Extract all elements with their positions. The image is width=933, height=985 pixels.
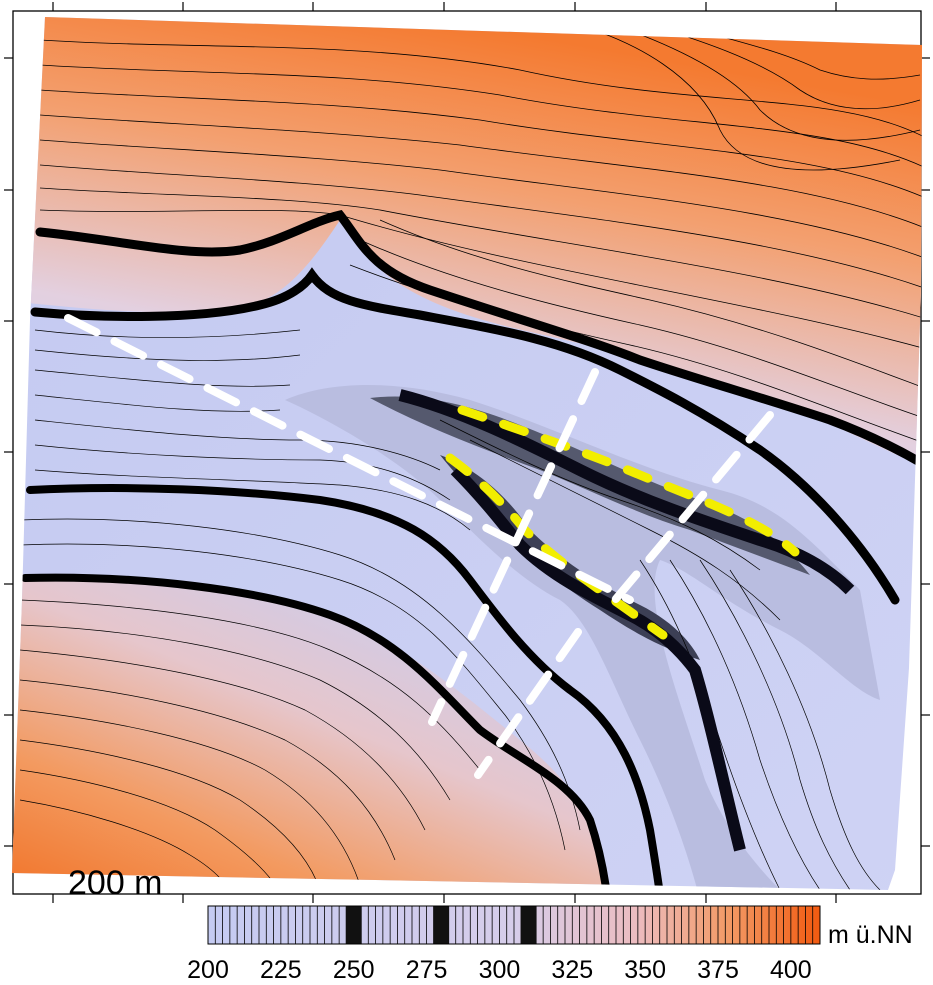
colorbar-tick-label: 225 bbox=[260, 956, 302, 984]
colorbar-tick-label: 325 bbox=[551, 956, 593, 984]
elevation-colorbar: 200 225 250 275 300 325 350 375 400 bbox=[187, 905, 821, 984]
elevation-map bbox=[12, 17, 922, 890]
contour-lines-north bbox=[39, 19, 922, 446]
channel-dark-upper bbox=[370, 396, 810, 575]
colorbar-tick-label: 250 bbox=[333, 956, 375, 984]
colorbar-tick-label: 350 bbox=[624, 956, 666, 984]
contour-lines-valley bbox=[34, 329, 881, 890]
colorbar-tick-label: 400 bbox=[770, 956, 812, 984]
colorbar-tick-label: 375 bbox=[697, 956, 739, 984]
colorbar-tick-labels: 200 225 250 275 300 325 350 375 400 bbox=[187, 956, 812, 984]
colorbar-tick-label: 300 bbox=[479, 956, 521, 984]
elevation-unit-label: m ü.NN bbox=[828, 921, 913, 949]
channel-trough-upper bbox=[398, 389, 855, 595]
colorbar-dark-band bbox=[345, 906, 362, 944]
colorbar-dark-bands bbox=[345, 906, 537, 944]
channel-dark-lower bbox=[440, 455, 700, 660]
frame-ticks bbox=[4, 2, 930, 903]
northern-hillside bbox=[12, 17, 922, 470]
major-contour-bands bbox=[21, 209, 922, 890]
colorbar-tick-label: 200 bbox=[187, 956, 229, 984]
white-dashed-lines bbox=[64, 314, 774, 779]
scale-bar-label: 200 m bbox=[68, 864, 163, 902]
colorbar-dark-band bbox=[520, 906, 537, 944]
colorbar-border bbox=[207, 905, 821, 945]
colorbar-tick-label: 275 bbox=[406, 956, 448, 984]
southern-hillside bbox=[12, 574, 612, 890]
contour-lines-south bbox=[19, 518, 581, 890]
colorbar-dark-band bbox=[433, 906, 450, 944]
